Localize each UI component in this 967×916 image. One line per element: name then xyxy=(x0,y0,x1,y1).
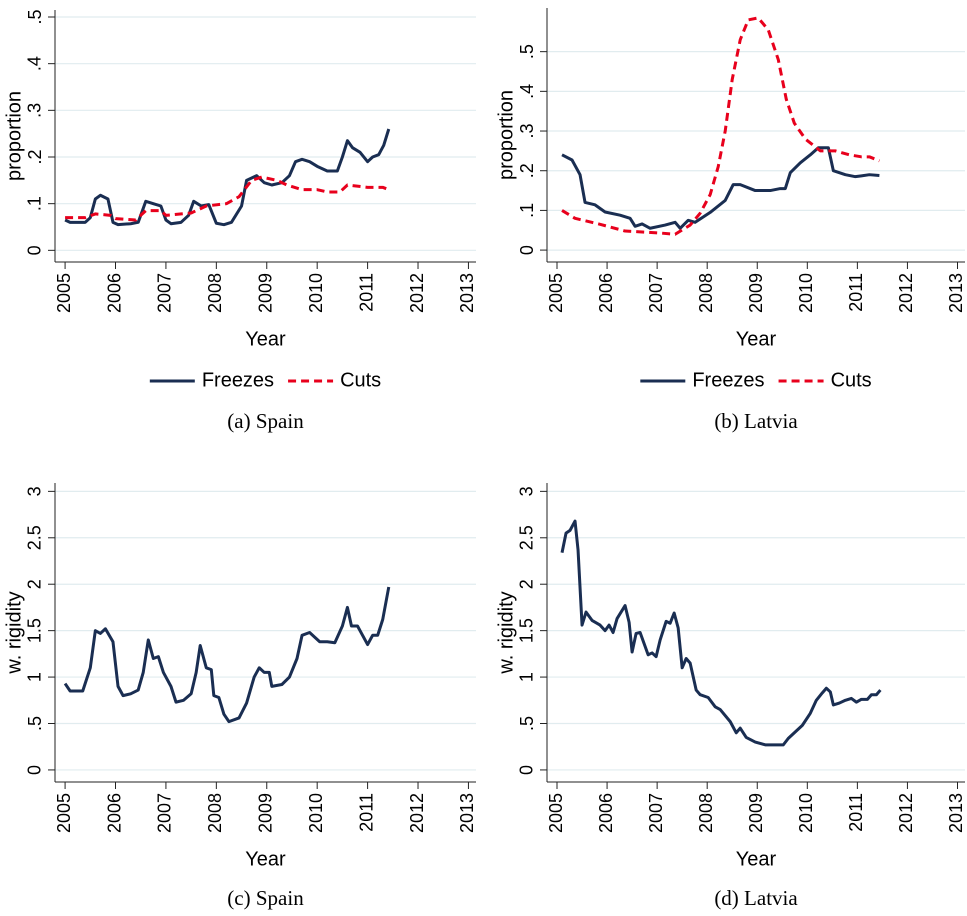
x-tick-label: 2006 xyxy=(596,793,616,833)
x-tick-label: 2006 xyxy=(104,793,124,833)
y-tick-label: 2 xyxy=(517,579,537,589)
y-tick-label: 2 xyxy=(25,579,45,589)
series-line xyxy=(64,128,391,227)
y-tick-label: 2.5 xyxy=(517,525,537,550)
y-axis-title: w. rigidity xyxy=(3,591,25,674)
y-tick-label: 0 xyxy=(25,245,45,255)
x-tick-label: 2005 xyxy=(546,793,566,833)
x-tick-label: 2007 xyxy=(155,273,175,313)
y-tick-label: 2.5 xyxy=(25,525,45,550)
x-tick-label: 2010 xyxy=(306,273,326,313)
y-tick-label: .3 xyxy=(25,103,45,118)
x-tick-label: 2012 xyxy=(407,793,427,833)
y-tick-label: 1 xyxy=(25,672,45,682)
y-tick-label: 1 xyxy=(517,672,537,682)
x-tick-label: 2012 xyxy=(896,793,916,833)
x-tick-label: 2006 xyxy=(104,273,124,313)
x-tick-label: 2008 xyxy=(696,793,716,833)
x-tick-label: 2005 xyxy=(546,273,566,313)
caption: (a) Spain xyxy=(227,409,304,433)
caption: (d) Latvia xyxy=(714,886,798,910)
x-tick-label: 2006 xyxy=(596,273,616,313)
x-tick-label: 2008 xyxy=(696,273,716,313)
y-tick-label: .5 xyxy=(25,716,45,731)
x-axis-title: Year xyxy=(736,328,777,350)
y-tick-label: .1 xyxy=(25,196,45,211)
y-tick-label: 3 xyxy=(517,486,537,496)
x-axis-title: Year xyxy=(245,848,286,870)
y-tick-label: 1.5 xyxy=(517,618,537,643)
x-tick-label: 2007 xyxy=(646,273,666,313)
legend-label: Cuts xyxy=(340,369,381,391)
x-tick-label: 2011 xyxy=(356,273,376,312)
x-tick-label: 2013 xyxy=(457,273,477,313)
x-tick-label: 2013 xyxy=(946,273,966,313)
x-tick-label: 2011 xyxy=(846,793,866,832)
caption: (c) Spain xyxy=(227,886,304,910)
x-tick-label: 2008 xyxy=(205,273,225,313)
y-tick-label: .2 xyxy=(25,149,45,164)
x-tick-label: 2007 xyxy=(155,793,175,833)
caption: (b) Latvia xyxy=(714,409,798,433)
y-tick-label: 0 xyxy=(517,765,537,775)
x-tick-label: 2008 xyxy=(205,793,225,833)
x-tick-label: 2009 xyxy=(746,793,766,833)
legend-label: Cuts xyxy=(831,369,872,391)
series-line xyxy=(63,586,391,724)
x-tick-label: 2009 xyxy=(256,273,276,313)
y-tick-label: 0 xyxy=(25,765,45,775)
series-line xyxy=(561,16,880,236)
x-tick-label: 2011 xyxy=(846,273,866,312)
legend-label: Freezes xyxy=(692,369,764,391)
y-tick-label: .5 xyxy=(517,44,537,59)
y-tick-label: .5 xyxy=(517,716,537,731)
x-tick-label: 2013 xyxy=(457,793,477,833)
x-tick-label: 2010 xyxy=(796,793,816,833)
y-tick-label: .4 xyxy=(25,56,45,71)
y-tick-label: .5 xyxy=(25,9,45,24)
y-tick-label: .1 xyxy=(517,203,537,218)
series-line xyxy=(561,146,880,230)
y-tick-label: .4 xyxy=(517,84,537,99)
x-tick-label: 2005 xyxy=(54,793,74,833)
y-tick-label: .3 xyxy=(517,124,537,139)
y-axis-title: proportion xyxy=(495,90,517,180)
series-line xyxy=(560,519,882,747)
x-tick-label: 2013 xyxy=(946,793,966,833)
y-axis-title: w. rigidity xyxy=(495,591,517,674)
x-tick-label: 2012 xyxy=(407,273,427,313)
x-tick-label: 2009 xyxy=(746,273,766,313)
x-tick-label: 2007 xyxy=(646,793,666,833)
series-line xyxy=(65,175,390,222)
y-tick-label: 1.5 xyxy=(25,618,45,643)
x-axis-title: Year xyxy=(245,328,286,350)
x-tick-label: 2012 xyxy=(896,273,916,313)
x-tick-label: 2005 xyxy=(54,273,74,313)
y-axis-title: proportion xyxy=(3,91,25,181)
x-axis-title: Year xyxy=(736,848,777,870)
x-tick-label: 2009 xyxy=(256,793,276,833)
x-tick-label: 2011 xyxy=(356,793,376,832)
legend-label: Freezes xyxy=(202,369,274,391)
x-tick-label: 2010 xyxy=(796,273,816,313)
y-tick-label: 3 xyxy=(25,486,45,496)
y-tick-label: .2 xyxy=(517,163,537,178)
y-tick-label: 0 xyxy=(517,245,537,255)
x-tick-label: 2010 xyxy=(306,793,326,833)
